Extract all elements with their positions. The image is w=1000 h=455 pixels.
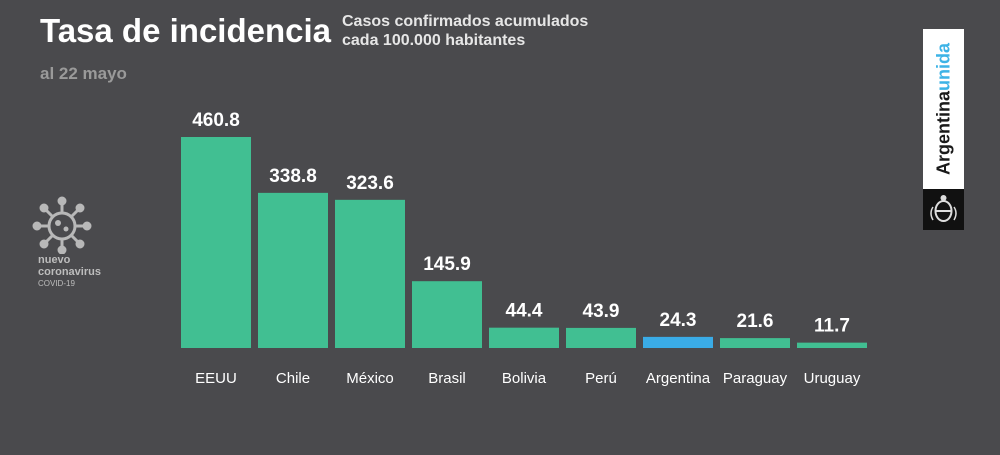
value-label-eeuu: 460.8: [192, 110, 240, 131]
bar-paraguay: [720, 338, 790, 348]
category-label-bolivia: Bolivia: [502, 370, 547, 387]
coat-of-arms-icon: [930, 195, 957, 222]
badge-emblem-panel: [923, 189, 964, 230]
virus-icon: [32, 196, 92, 254]
bar-chart: 460.8 EEUU 338.8 Chile 323.6 México 145.9 Brasi…: [181, 110, 867, 387]
bar-méxico: [335, 199, 405, 348]
category-label-chile: Chile: [276, 370, 310, 387]
argentina-unida-badge: Argentinaunida: [923, 29, 964, 230]
badge-text: Argentinaunida: [933, 43, 954, 175]
logo-line-3: COVID-19: [38, 279, 75, 288]
value-label-bolivia: 44.4: [506, 301, 543, 322]
category-label-perú: Perú: [585, 370, 617, 387]
category-label-argentina: Argentina: [646, 370, 711, 387]
badge-word-argentina: Argentina: [933, 90, 953, 176]
logo-line-1: nuevo: [38, 254, 71, 266]
bar-uruguay: [797, 342, 867, 348]
category-label-paraguay: Paraguay: [723, 370, 788, 387]
bar-chile: [258, 192, 328, 348]
chart-title: Tasa de incidencia: [40, 12, 332, 49]
bar-argentina: [643, 336, 713, 348]
subtitle-line-1: Casos confirmados acumulados: [342, 13, 589, 30]
coronavirus-logo: nuevo coronavirus COVID-19: [28, 196, 138, 289]
value-label-uruguay: 11.7: [814, 316, 850, 337]
value-label-argentina: 24.3: [660, 310, 697, 331]
value-label-méxico: 323.6: [346, 173, 394, 194]
category-label-méxico: México: [346, 370, 394, 387]
bar-brasil: [412, 281, 482, 348]
value-label-perú: 43.9: [583, 301, 620, 322]
value-label-brasil: 145.9: [423, 254, 471, 275]
subtitle-line-2: cada 100.000 habitantes: [342, 32, 526, 49]
bar-bolivia: [489, 327, 559, 348]
bar-perú: [566, 327, 636, 348]
badge-word-unida: unida: [933, 42, 953, 91]
value-label-chile: 338.8: [269, 166, 317, 187]
category-label-uruguay: Uruguay: [804, 370, 861, 387]
chart-subtitle: Casos confirmados acumulados cada 100.00…: [342, 12, 588, 50]
date-label: al 22 mayo: [40, 64, 127, 83]
value-label-paraguay: 21.6: [737, 311, 774, 332]
category-label-brasil: Brasil: [428, 370, 466, 387]
category-label-eeuu: EEUU: [195, 370, 237, 387]
logo-line-2: coronavirus: [38, 266, 101, 278]
badge-text-panel: Argentinaunida: [923, 29, 964, 189]
bar-eeuu: [181, 137, 251, 348]
